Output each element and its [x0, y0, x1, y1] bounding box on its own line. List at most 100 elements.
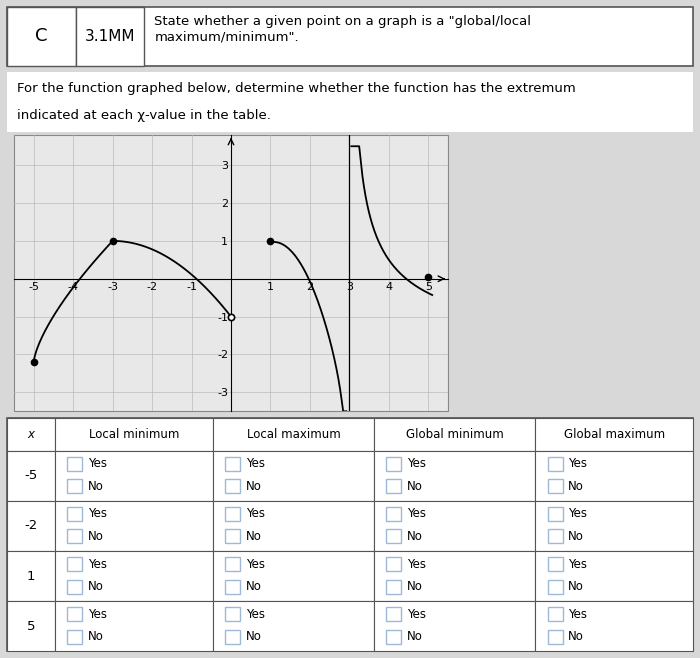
Bar	[536, 451, 693, 501]
Text: No: No	[88, 630, 104, 644]
Bar	[536, 601, 693, 651]
Bar	[213, 551, 374, 601]
Text: Yes: Yes	[88, 457, 107, 470]
Bar	[67, 557, 83, 571]
Bar	[547, 557, 563, 571]
Bar	[225, 557, 240, 571]
Bar	[76, 7, 144, 66]
Text: 5: 5	[27, 620, 35, 633]
Text: Global minimum: Global minimum	[406, 428, 503, 441]
Bar	[547, 507, 563, 521]
Text: Yes: Yes	[568, 507, 587, 520]
Bar	[225, 530, 240, 544]
Bar	[55, 418, 213, 451]
Text: No: No	[407, 480, 423, 493]
Bar	[7, 501, 55, 551]
Text: Local minimum: Local minimum	[89, 428, 179, 441]
Bar	[547, 630, 563, 644]
Bar	[225, 630, 240, 644]
Bar	[55, 451, 213, 501]
Text: No: No	[246, 530, 262, 543]
Text: No: No	[88, 530, 104, 543]
Bar	[386, 507, 402, 521]
Text: Yes: Yes	[88, 507, 107, 520]
Text: No: No	[407, 530, 423, 543]
Bar	[374, 451, 536, 501]
Text: Yes: Yes	[568, 608, 587, 620]
Text: Yes: Yes	[407, 457, 426, 470]
Text: -2: -2	[25, 519, 38, 532]
Bar	[55, 601, 213, 651]
Bar	[547, 607, 563, 621]
Text: No: No	[568, 630, 584, 644]
Bar	[67, 530, 83, 544]
Text: No: No	[246, 580, 262, 593]
Text: Yes: Yes	[246, 507, 265, 520]
Bar	[7, 418, 55, 451]
Bar	[547, 580, 563, 594]
Bar	[547, 457, 563, 470]
Text: Yes: Yes	[407, 608, 426, 620]
Bar	[386, 530, 402, 544]
Text: Yes: Yes	[88, 608, 107, 620]
Bar	[225, 479, 240, 494]
Bar	[7, 551, 55, 601]
Text: State whether a given point on a graph is a "global/local
maximum/minimum".: State whether a given point on a graph i…	[155, 15, 531, 43]
Bar	[225, 607, 240, 621]
Text: Yes: Yes	[568, 457, 587, 470]
Bar	[386, 607, 402, 621]
Text: Yes: Yes	[568, 557, 587, 570]
Bar	[386, 557, 402, 571]
Text: No: No	[88, 580, 104, 593]
Text: Yes: Yes	[407, 507, 426, 520]
Bar	[225, 580, 240, 594]
Text: No: No	[568, 580, 584, 593]
Text: Yes: Yes	[88, 557, 107, 570]
Text: 3.1MM: 3.1MM	[85, 29, 135, 43]
Text: x: x	[27, 428, 34, 441]
Bar	[547, 530, 563, 544]
Bar	[67, 457, 83, 470]
Bar	[374, 418, 536, 451]
Text: -5: -5	[25, 469, 38, 482]
Bar	[374, 501, 536, 551]
Bar	[374, 601, 536, 651]
Text: indicated at each χ-value in the table.: indicated at each χ-value in the table.	[18, 109, 271, 122]
Bar	[7, 451, 55, 501]
Bar	[213, 501, 374, 551]
Bar	[14, 135, 448, 411]
Text: No: No	[568, 480, 584, 493]
Text: Yes: Yes	[407, 557, 426, 570]
Text: No: No	[568, 530, 584, 543]
Bar	[386, 457, 402, 470]
Bar	[386, 479, 402, 494]
Text: 1: 1	[27, 570, 35, 582]
Text: No: No	[246, 480, 262, 493]
Text: No: No	[407, 630, 423, 644]
Text: C: C	[35, 27, 48, 45]
Bar	[536, 418, 693, 451]
Bar	[7, 7, 76, 66]
Bar	[213, 601, 374, 651]
Text: Global maximum: Global maximum	[564, 428, 665, 441]
Bar	[213, 418, 374, 451]
Bar	[67, 580, 83, 594]
Bar	[547, 479, 563, 494]
Text: For the function graphed below, determine whether the function has the extremum: For the function graphed below, determin…	[18, 82, 576, 95]
Text: No: No	[407, 580, 423, 593]
Text: No: No	[88, 480, 104, 493]
Bar	[386, 580, 402, 594]
Bar	[536, 501, 693, 551]
Bar	[225, 507, 240, 521]
Text: Yes: Yes	[246, 608, 265, 620]
Text: Yes: Yes	[246, 457, 265, 470]
Bar	[225, 457, 240, 470]
Bar	[67, 507, 83, 521]
Bar	[55, 551, 213, 601]
Bar	[7, 601, 55, 651]
Bar	[386, 630, 402, 644]
Bar	[67, 630, 83, 644]
Bar	[67, 607, 83, 621]
Bar	[213, 451, 374, 501]
Bar	[374, 551, 536, 601]
